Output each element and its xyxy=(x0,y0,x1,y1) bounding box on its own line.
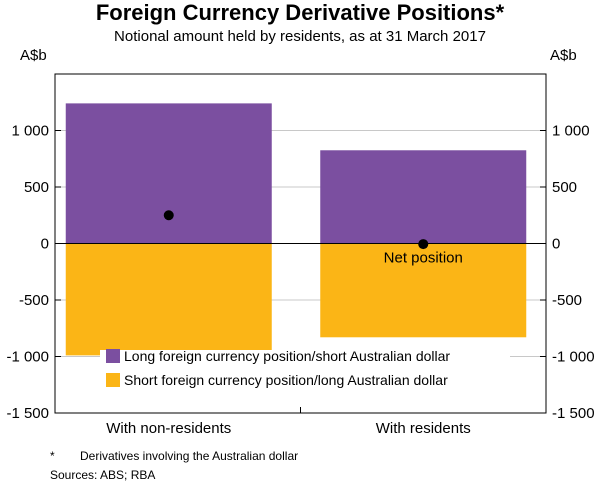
y-tick-label-left: -1 000 xyxy=(6,349,49,366)
y-tick-label-left: -1 500 xyxy=(6,405,49,422)
net-position-point xyxy=(163,210,174,221)
footnote: * Derivatives involving the Australian do… xyxy=(50,449,298,463)
y-tick-label-right: -500 xyxy=(552,292,582,309)
y-tick-label-right: 500 xyxy=(552,179,577,196)
legend-swatch xyxy=(106,349,120,363)
net-position-point xyxy=(418,239,429,250)
legend-box xyxy=(100,350,510,402)
footnote-marker: * xyxy=(50,449,55,463)
legend-label: Short foreign currency position/long Aus… xyxy=(124,372,448,388)
y-tick-label-left: 1 000 xyxy=(11,123,49,140)
bar-long-1 xyxy=(65,103,272,244)
y-tick-label-left: -500 xyxy=(19,292,49,309)
legend-swatch xyxy=(106,373,120,387)
y-tick-label-right: -1 000 xyxy=(552,349,595,366)
footnote-text: Derivatives involving the Australian dol… xyxy=(80,449,299,463)
chart-subtitle: Notional amount held by residents, as at… xyxy=(114,28,486,45)
y-tick-label-right: 0 xyxy=(552,236,560,253)
bar-short-2 xyxy=(320,243,527,338)
x-category-label: With non-residents xyxy=(106,420,231,437)
x-category-label: With residents xyxy=(376,420,471,437)
y-tick-label-left: 0 xyxy=(41,236,49,253)
sources-note: Sources: ABS; RBA xyxy=(50,468,156,482)
y-tick-label-right: 1 000 xyxy=(552,123,590,140)
y-axis-unit-right: A$b xyxy=(550,47,577,64)
net-position-label: Net position xyxy=(384,250,463,267)
bar-long-2 xyxy=(320,150,527,244)
y-tick-label-left: 500 xyxy=(24,179,49,196)
chart-title: Foreign Currency Derivative Positions* xyxy=(95,0,505,25)
bar-short-1 xyxy=(65,243,272,356)
y-tick-label-right: -1 500 xyxy=(552,405,595,422)
y-axis-unit-left: A$b xyxy=(20,47,47,64)
legend-label: Long foreign currency position/short Aus… xyxy=(124,348,450,364)
